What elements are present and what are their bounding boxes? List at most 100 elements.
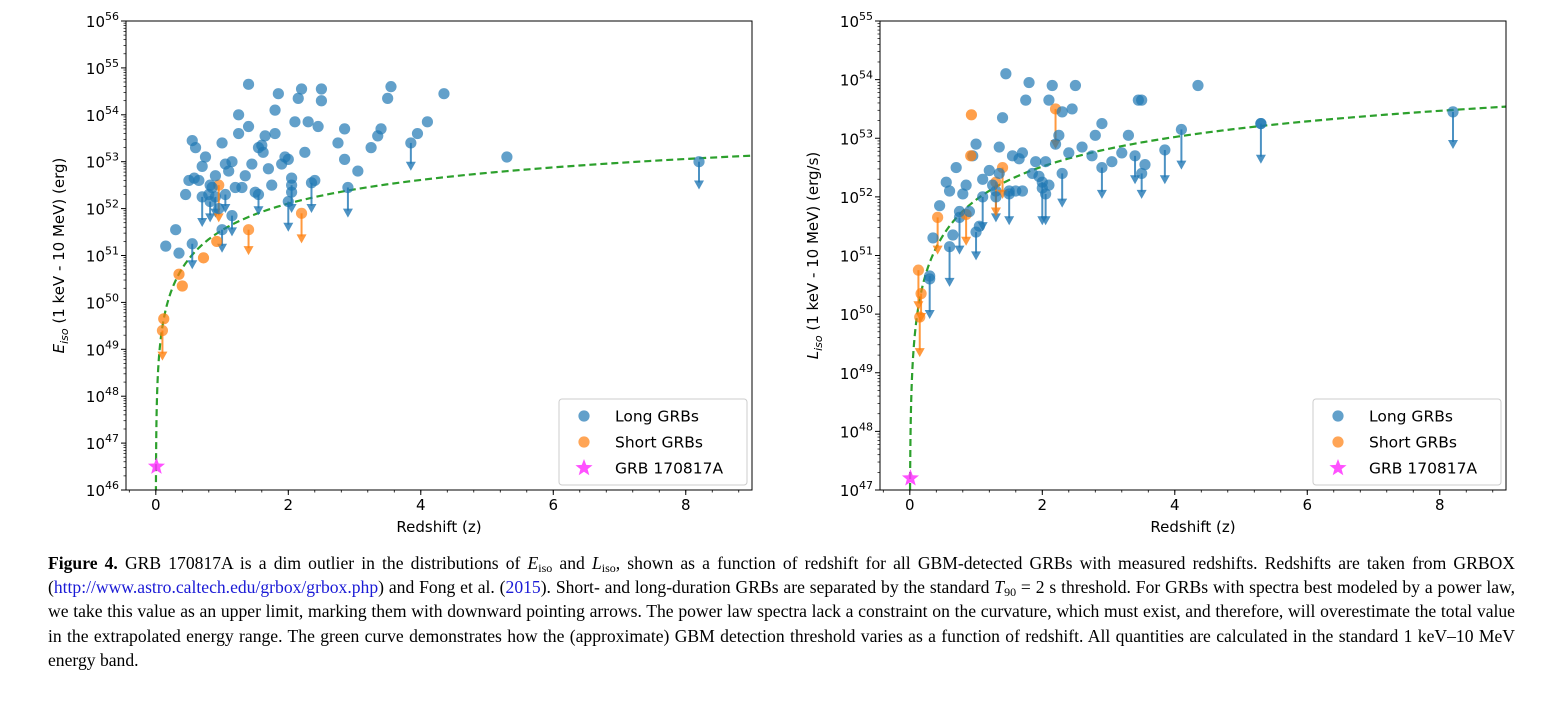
- legend-long-grbs-marker: [578, 410, 590, 422]
- long-grb-point-4: [943, 185, 956, 197]
- short-upper-limit-0: [156, 324, 169, 361]
- legend-grb-170817a-marker: [1329, 459, 1347, 476]
- long-grb-point-22: [246, 158, 258, 170]
- x-tick-label-8: 8: [1435, 496, 1445, 514]
- short-upper-limit-2: [914, 311, 926, 358]
- long-grb-point-29: [1030, 156, 1042, 168]
- figure-4: 0 2 4 6 8 1046 1047 1048 1049 1050 1051 1052 1053 105…: [50, 10, 1507, 536]
- caption-label: Figure 4.: [48, 553, 118, 573]
- x-tick-label-6: 6: [1302, 496, 1312, 514]
- y-tick-label-50: 1050: [840, 303, 873, 324]
- caption-e-subscript: iso: [538, 561, 553, 575]
- legend-grb-170817a-label: GRB 170817A: [1369, 460, 1478, 478]
- long-grb-point-20: [1000, 68, 1012, 80]
- caption-text-5: ). Short- and long-duration GRBs are sep…: [540, 577, 995, 598]
- x-tick-label-2: 2: [284, 496, 294, 514]
- long-grb-point-18: [233, 109, 245, 121]
- x-tick-label-2: 2: [1038, 496, 1048, 514]
- long-grb-point-52: [382, 92, 394, 104]
- long-grb-point-12: [970, 138, 982, 150]
- long-grb-point-50: [1192, 79, 1204, 92]
- grbox-link[interactable]: http://www.astro.caltech.edu/grbox/grbox…: [53, 577, 379, 598]
- long-upper-limit-11: [405, 137, 417, 171]
- caption-l-subscript: iso: [601, 561, 616, 575]
- y-tick-label-55: 1055: [840, 10, 873, 31]
- long-upper-limit-10-head: [342, 208, 353, 218]
- long-grb-point-41: [1086, 150, 1098, 162]
- long-upper-limit-1: [943, 241, 956, 287]
- long-grb-point-38: [295, 83, 308, 95]
- long-upper-limit-2-head: [205, 213, 216, 223]
- short-upper-limit-4-head: [961, 236, 972, 246]
- legend-short-grbs-marker: [578, 436, 590, 448]
- long-grb-point-36: [1056, 106, 1068, 118]
- short-grb-point-0: [158, 313, 170, 325]
- long-upper-limit-13: [1159, 144, 1171, 185]
- long-upper-limit-0-head: [924, 310, 935, 320]
- long-grb-point-3: [940, 176, 952, 188]
- long-upper-limit-9-head: [1057, 198, 1068, 208]
- long-grb-point-63: [286, 186, 298, 198]
- short-upper-limit-3-point: [932, 211, 944, 223]
- long-upper-limit-10: [342, 181, 354, 218]
- long-grb-point-37: [1063, 147, 1075, 159]
- long-grb-point-8: [957, 188, 969, 200]
- legend-long-grbs-label: Long GRBs: [615, 408, 699, 426]
- legend-short-grbs-label: Short GRBs: [615, 434, 703, 452]
- long-grb-point-15: [983, 164, 995, 177]
- x-tick-label-6: 6: [548, 496, 558, 514]
- fong-citation-link[interactable]: 2015: [505, 577, 541, 598]
- short-upper-limit-3: [932, 211, 944, 255]
- long-grb-point-2: [170, 224, 182, 236]
- long-upper-limit-10: [1096, 161, 1108, 199]
- short-upper-limit-1-point: [915, 288, 927, 300]
- long-grb-point-39: [1069, 79, 1082, 92]
- long-grb-point-30: [269, 104, 281, 116]
- long-grb-point-19: [996, 112, 1009, 124]
- long-grb-point-6: [189, 142, 202, 154]
- short-upper-limit-2-head: [914, 348, 925, 358]
- long-grb-point-48: [352, 165, 364, 177]
- long-grb-point-46: [339, 153, 351, 165]
- long-upper-limit-13-head: [1159, 175, 1170, 185]
- long-grb-point-35: [286, 172, 298, 184]
- legend-short-grbs-marker: [1332, 436, 1344, 448]
- short-grb-point-0: [965, 109, 978, 121]
- x-tick-label-4: 4: [416, 496, 426, 514]
- long-grb-point-44: [315, 83, 328, 95]
- x-tick-label-4: 4: [1170, 496, 1180, 514]
- legend: Long GRBs Short GRBs GRB 170817A: [558, 398, 748, 486]
- short-upper-limit-3-head: [296, 234, 307, 244]
- long-upper-limit-1-point: [943, 241, 956, 253]
- long-grb-point-49: [365, 142, 377, 154]
- long-grb-point-1: [927, 232, 939, 244]
- long-upper-limit-5: [226, 210, 238, 237]
- liso-panel: 0 2 4 6 8 1047 1048 1049 1050 1051 1052 1053 1054 105…: [804, 10, 1507, 536]
- long-grb-point-16: [987, 179, 999, 191]
- short-grb-point-1: [965, 150, 977, 162]
- long-upper-limit-12-point: [1136, 167, 1148, 180]
- long-upper-limit-15-head: [1255, 154, 1266, 164]
- y-tick-label-54: 1054: [840, 69, 873, 90]
- long-grb-point-34: [282, 153, 294, 165]
- long-grb-point-41: [309, 174, 321, 187]
- long-upper-limit-11: [1129, 150, 1141, 185]
- long-upper-limit-4-point: [977, 191, 989, 203]
- long-grb-point-9: [960, 179, 972, 191]
- long-grb-point-51: [375, 123, 387, 135]
- long-grb-point-6: [950, 161, 962, 174]
- long-grb-point-61: [204, 179, 216, 191]
- x-tick-label-8: 8: [681, 496, 691, 514]
- long-grb-point-13: [973, 220, 985, 232]
- legend-box: [1312, 398, 1502, 486]
- short-upper-limit-3-point: [295, 207, 308, 219]
- legend-long-grbs-marker: [1332, 410, 1344, 422]
- y-tick-label-46: 1046: [86, 479, 119, 500]
- long-upper-limit-9-point: [1056, 167, 1068, 180]
- long-grb-point-34: [1049, 138, 1062, 150]
- long-grb-point-29: [269, 127, 281, 140]
- long-upper-limit-6-head: [1004, 216, 1015, 226]
- long-grb-point-52: [1033, 170, 1045, 182]
- legend-grb-170817a-label: GRB 170817A: [615, 460, 724, 478]
- long-upper-limit-10-point: [1096, 161, 1108, 174]
